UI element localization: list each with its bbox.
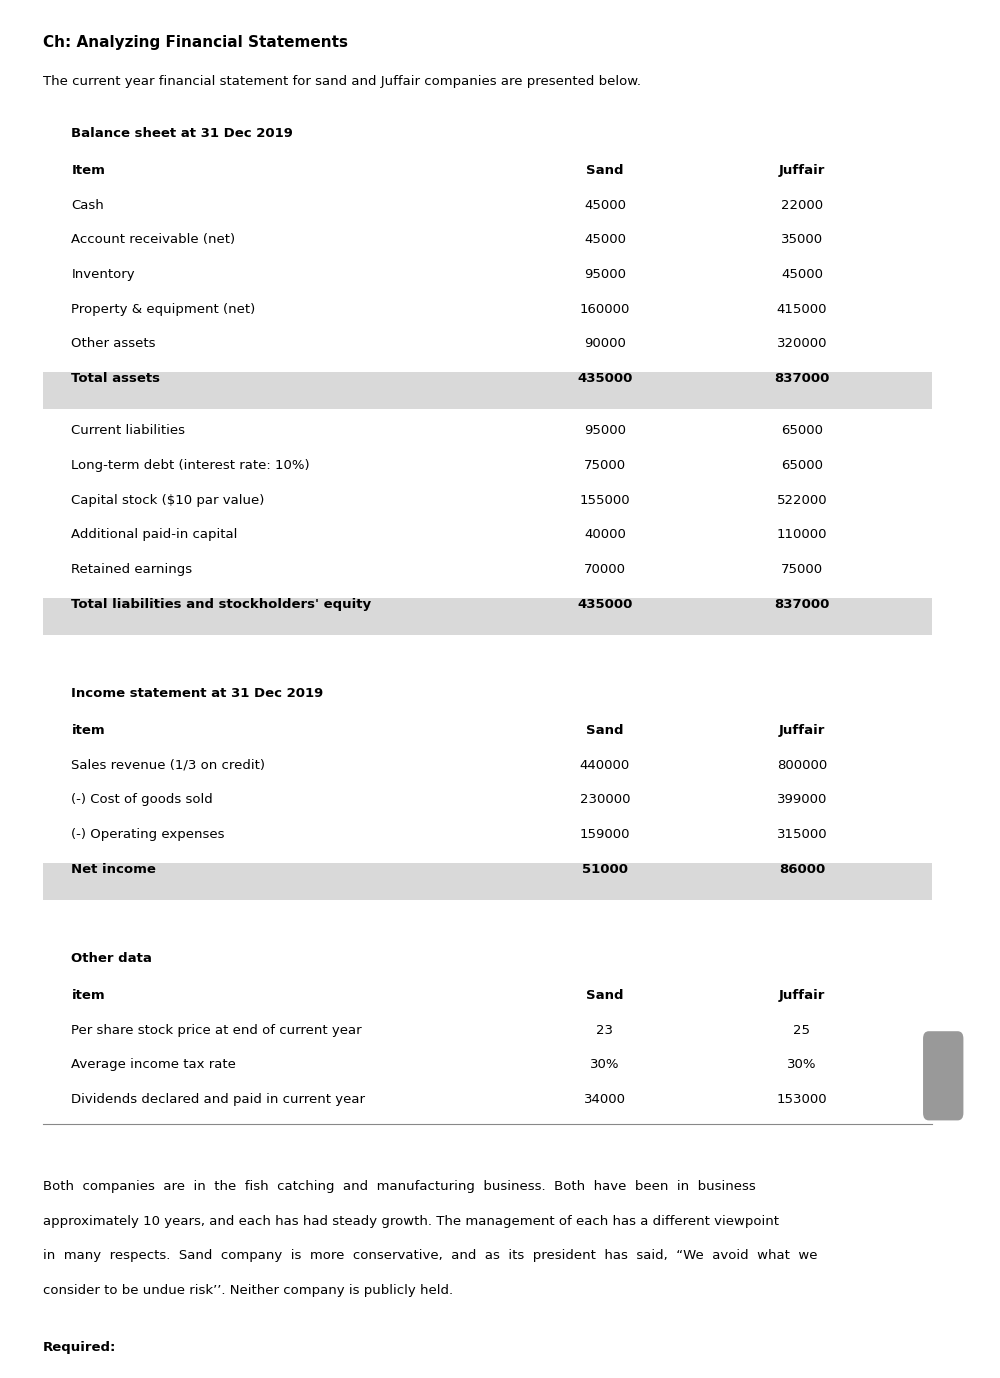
Text: 34000: 34000 <box>584 1093 626 1107</box>
Text: 35000: 35000 <box>781 233 823 247</box>
FancyBboxPatch shape <box>43 372 932 409</box>
Text: Per share stock price at end of current year: Per share stock price at end of current … <box>71 1024 362 1036</box>
Text: The current year financial statement for sand and Juffair companies are presente: The current year financial statement for… <box>43 74 641 88</box>
Text: Juffair: Juffair <box>779 723 825 737</box>
Text: Item: Item <box>71 164 105 176</box>
Text: (-) Operating expenses: (-) Operating expenses <box>71 828 225 841</box>
Text: 30%: 30% <box>787 1058 817 1072</box>
Text: Income statement at 31 Dec 2019: Income statement at 31 Dec 2019 <box>71 686 324 700</box>
Text: Juffair: Juffair <box>779 989 825 1002</box>
Text: Dividends declared and paid in current year: Dividends declared and paid in current y… <box>71 1093 365 1107</box>
Text: 51000: 51000 <box>582 863 628 875</box>
Text: 90000: 90000 <box>584 338 626 350</box>
Text: Required:: Required: <box>43 1341 116 1355</box>
Text: 45000: 45000 <box>584 198 626 212</box>
Text: item: item <box>71 989 105 1002</box>
Text: 153000: 153000 <box>777 1093 827 1107</box>
Text: Additional paid-in capital: Additional paid-in capital <box>71 528 238 542</box>
Text: Other data: Other data <box>71 952 152 965</box>
Text: 155000: 155000 <box>580 493 630 507</box>
Text: 25: 25 <box>793 1024 810 1036</box>
Text: Other assets: Other assets <box>71 338 156 350</box>
Text: 159000: 159000 <box>580 828 630 841</box>
Text: 315000: 315000 <box>777 828 827 841</box>
Text: Balance sheet at 31 Dec 2019: Balance sheet at 31 Dec 2019 <box>71 127 293 139</box>
Text: Capital stock ($10 par value): Capital stock ($10 par value) <box>71 493 265 507</box>
Text: 30%: 30% <box>590 1058 620 1072</box>
Text: 95000: 95000 <box>584 424 626 437</box>
Text: Property & equipment (net): Property & equipment (net) <box>71 303 256 316</box>
Text: 440000: 440000 <box>580 759 630 772</box>
FancyBboxPatch shape <box>43 863 932 900</box>
Text: 320000: 320000 <box>777 338 827 350</box>
Text: Sales revenue (1/3 on credit): Sales revenue (1/3 on credit) <box>71 759 265 772</box>
Text: 40000: 40000 <box>584 528 626 542</box>
Text: Ch: Analyzing Financial Statements: Ch: Analyzing Financial Statements <box>43 34 348 50</box>
Text: 75000: 75000 <box>584 459 626 471</box>
Text: Average income tax rate: Average income tax rate <box>71 1058 236 1072</box>
Text: 837000: 837000 <box>774 372 830 384</box>
Text: 45000: 45000 <box>781 269 823 281</box>
FancyBboxPatch shape <box>43 598 932 635</box>
Text: 70000: 70000 <box>584 562 626 576</box>
Text: 110000: 110000 <box>777 528 827 542</box>
Text: Sand: Sand <box>586 164 624 176</box>
Text: 415000: 415000 <box>777 303 827 316</box>
Text: 75000: 75000 <box>781 562 823 576</box>
Text: Total liabilities and stockholders' equity: Total liabilities and stockholders' equi… <box>71 598 372 610</box>
Text: Inventory: Inventory <box>71 269 135 281</box>
Text: approximately 10 years, and each has had steady growth. The management of each h: approximately 10 years, and each has had… <box>43 1214 779 1228</box>
Text: 45000: 45000 <box>584 233 626 247</box>
Text: 230000: 230000 <box>580 794 630 806</box>
Text: Long-term debt (interest rate: 10%): Long-term debt (interest rate: 10%) <box>71 459 310 471</box>
Text: in  many  respects.  Sand  company  is  more  conservative,  and  as  its  presi: in many respects. Sand company is more c… <box>43 1250 817 1262</box>
Text: 65000: 65000 <box>781 459 823 471</box>
Text: Juffair: Juffair <box>779 164 825 176</box>
Text: Current liabilities: Current liabilities <box>71 424 185 437</box>
Text: consider to be undue risk’’. Neither company is publicly held.: consider to be undue risk’’. Neither com… <box>43 1284 453 1297</box>
Text: item: item <box>71 723 105 737</box>
Text: 22000: 22000 <box>781 198 823 212</box>
Text: Total assets: Total assets <box>71 372 160 384</box>
Text: Cash: Cash <box>71 198 104 212</box>
FancyBboxPatch shape <box>923 1031 963 1120</box>
Text: Account receivable (net): Account receivable (net) <box>71 233 236 247</box>
Text: Net income: Net income <box>71 863 156 875</box>
Text: 837000: 837000 <box>774 598 830 610</box>
Text: 435000: 435000 <box>577 372 633 384</box>
Text: 23: 23 <box>596 1024 613 1036</box>
Text: 800000: 800000 <box>777 759 827 772</box>
Text: 65000: 65000 <box>781 424 823 437</box>
Text: 160000: 160000 <box>580 303 630 316</box>
Text: 522000: 522000 <box>777 493 827 507</box>
Text: 399000: 399000 <box>777 794 827 806</box>
Text: Sand: Sand <box>586 989 624 1002</box>
Text: 435000: 435000 <box>577 598 633 610</box>
Text: Both  companies  are  in  the  fish  catching  and  manufacturing  business.  Bo: Both companies are in the fish catching … <box>43 1180 755 1193</box>
Text: 86000: 86000 <box>779 863 825 875</box>
Text: 95000: 95000 <box>584 269 626 281</box>
Text: (-) Cost of goods sold: (-) Cost of goods sold <box>71 794 213 806</box>
Text: Retained earnings: Retained earnings <box>71 562 193 576</box>
Text: Sand: Sand <box>586 723 624 737</box>
